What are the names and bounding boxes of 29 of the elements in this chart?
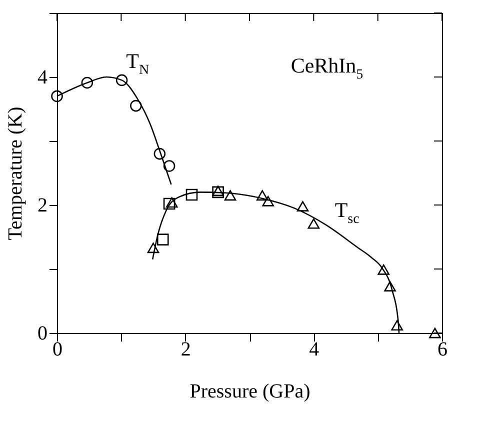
point: [186, 188, 198, 201]
x-axis-title: Pressure (GPa): [190, 380, 310, 402]
point: [256, 190, 268, 201]
point: [296, 201, 309, 212]
point: [224, 190, 236, 201]
point: [81, 76, 94, 89]
point: [147, 242, 160, 254]
point: [384, 281, 396, 292]
x-tick-label: 4: [309, 338, 320, 360]
point: [51, 90, 63, 102]
y-tick-label: 0: [38, 322, 48, 344]
point: [163, 160, 176, 172]
point: [429, 328, 441, 338]
x-tick-label: 0: [52, 338, 62, 360]
y-axis-title: Temperature (K): [4, 106, 26, 240]
point: [308, 218, 320, 229]
y-tick-label: 2: [38, 194, 48, 216]
point: [391, 320, 403, 331]
point: [116, 74, 128, 86]
x-tick-label: 2: [180, 338, 191, 360]
x-tick-label: 6: [438, 338, 448, 360]
point: [156, 234, 169, 246]
point: [166, 197, 178, 208]
point: [378, 264, 390, 275]
point: [154, 148, 166, 160]
point: [130, 100, 142, 112]
point: [163, 198, 176, 210]
point: [262, 196, 274, 206]
y-tick-label: 4: [38, 66, 48, 88]
